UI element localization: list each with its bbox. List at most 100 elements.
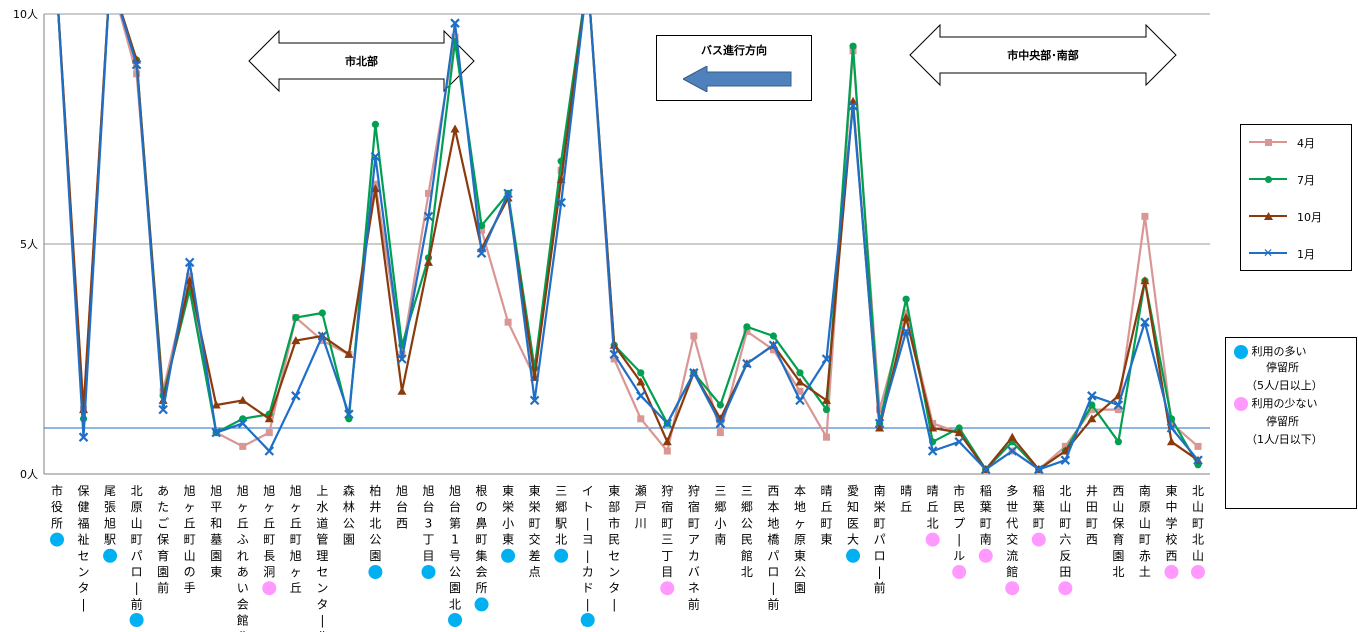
y-tick-label: 5人 [20, 238, 38, 251]
high-usage-dot-icon [368, 565, 383, 579]
point [848, 101, 858, 111]
point [370, 151, 381, 162]
point [503, 188, 513, 199]
low-usage-dot-icon [660, 581, 675, 596]
high-usage-dot-icon [501, 548, 516, 563]
point [902, 309, 910, 317]
point [635, 391, 646, 401]
x-tick-label: 三郷小南 [714, 484, 726, 547]
point [901, 326, 911, 337]
point [1007, 432, 1017, 441]
point [927, 446, 938, 456]
north-area-arrow-label: 市北部 [345, 54, 378, 68]
legend-label: 7月 [1297, 174, 1315, 187]
low-usage-dot-icon [1031, 532, 1046, 547]
high-usage-row: 利用の多い [1234, 344, 1307, 359]
x-tick-label: 旭ヶ丘町山の手 [184, 484, 196, 595]
series-3 [57, 14, 1203, 475]
x-tick-label: 旭ヶ丘町旭ヶ丘 [290, 484, 302, 595]
bus-direction-label: バス進行方向 [701, 44, 767, 57]
x-tick-label: 北山町六反田 [1059, 484, 1071, 579]
point [823, 433, 831, 441]
x-marker-icon: ✕ [1262, 246, 1274, 260]
x-tick-label: 狩宿町アカバネ前 [688, 483, 700, 611]
high-usage-line3: （5人/日以上） [1246, 379, 1323, 392]
point [1060, 455, 1071, 465]
x-tick-label: あたご保育園前 [157, 484, 169, 595]
point [1140, 276, 1150, 285]
low-usage-line3: （1人/日以下） [1246, 433, 1323, 446]
central-south-area-arrow [909, 23, 1177, 87]
point [1194, 442, 1202, 450]
point [238, 395, 248, 404]
point [450, 124, 460, 133]
point [954, 428, 964, 437]
x-tick-label: 南原山町赤土 [1139, 483, 1151, 579]
point [264, 414, 274, 423]
high-usage-dot-icon [474, 597, 489, 612]
point [371, 120, 380, 128]
x-tick-label: 東部市民センタ| [608, 484, 620, 611]
x-tick-label: 旭ヶ丘ふれあい会館北 [237, 484, 249, 632]
point [1088, 406, 1096, 414]
high-usage-line2: 停留所 [1266, 361, 1299, 374]
grid-lines [43, 13, 1210, 475]
x-tick-label: 旭平和墓園東 [210, 484, 222, 579]
x-tick-label: 瀬戸川 [635, 484, 647, 530]
y-tick-label: 0人 [20, 468, 38, 481]
x-tick-label: 尾張旭駅 [104, 484, 116, 547]
legend-item-apr: 4月 [1241, 132, 1351, 152]
point [902, 295, 910, 303]
low-usage-label: 利用の少ない [1251, 397, 1318, 410]
y-tick-labels: 0人 5人 10人 [13, 8, 38, 481]
x-tick-label: 井田町西 [1086, 484, 1098, 547]
point [317, 331, 328, 341]
point [875, 423, 885, 432]
point [158, 404, 168, 415]
high-usage-dot-icon [103, 548, 118, 563]
point [211, 427, 221, 438]
point [265, 429, 273, 437]
high-usage-dot-icon [50, 532, 64, 547]
point [292, 314, 300, 322]
point [716, 429, 724, 437]
point [690, 332, 698, 340]
low-usage-dot-icon [1191, 565, 1205, 579]
low-usage-dot-icon [978, 548, 993, 563]
point [1087, 391, 1097, 401]
x-tick-label: 西山保育園北 [1112, 484, 1124, 579]
x-tick-label: 森林公園 [343, 483, 355, 547]
high-usage-dot-icon [421, 565, 436, 579]
point [504, 318, 512, 326]
point [795, 395, 805, 406]
point [371, 180, 379, 188]
point [1087, 414, 1097, 423]
point [264, 446, 275, 456]
x-tick-label: イト|ヨ|カド|前 [582, 484, 594, 628]
point [954, 437, 964, 447]
point [849, 42, 857, 50]
x-tick-label: 旭ヶ丘町長洞 [263, 484, 275, 579]
point [1166, 423, 1177, 433]
x-tick-label: 稲葉町 [1033, 484, 1045, 530]
x-tick-label: 三郷駅北 [555, 484, 567, 547]
low-usage-dot-icon [952, 565, 967, 579]
point [609, 349, 620, 360]
triangle-marker-icon [1263, 211, 1273, 221]
x-tick-label: 三郷公民館北 [741, 484, 753, 579]
high-usage-label: 利用の多い [1251, 345, 1307, 358]
north-area-arrow [248, 29, 475, 93]
stop-usage-legend: 利用の多い 停留所 （5人/日以上） 利用の少ない 停留所 （1人/日以下） [1225, 337, 1357, 509]
point [1114, 438, 1122, 446]
point [451, 33, 459, 41]
low-usage-dot-icon [1058, 581, 1073, 596]
point [796, 387, 804, 395]
high-usage-dot-icon [129, 613, 144, 627]
x-tick-label: 稲葉町南 [980, 484, 992, 547]
point [291, 336, 301, 345]
x-tick-label: 南栄町パロ|前 [874, 483, 886, 595]
point [291, 391, 301, 401]
x-tick-label: 旭台 3 丁目 [422, 484, 434, 563]
x-tick-label: 西本地橋パロ|前 [767, 484, 779, 611]
point [901, 313, 911, 322]
